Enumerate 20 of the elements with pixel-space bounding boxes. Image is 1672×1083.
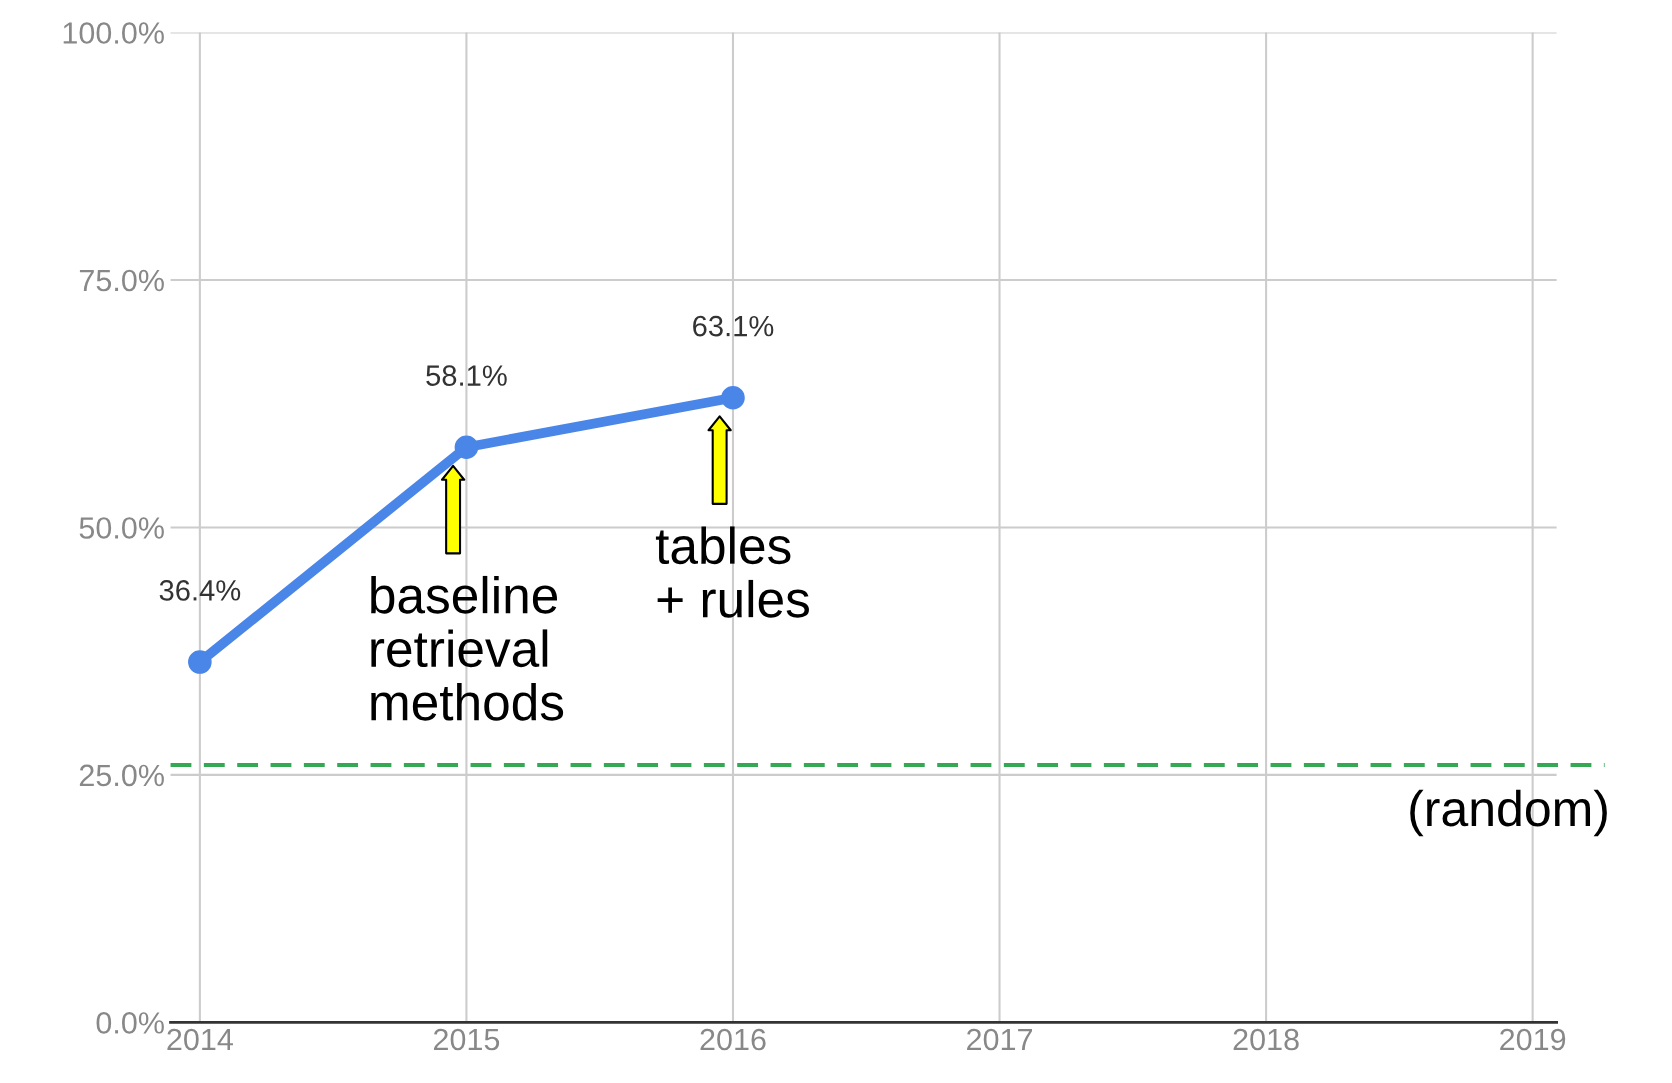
ref-line-label: (random) — [1410, 789, 1607, 837]
x-tick-label: 2014 — [167, 1028, 233, 1051]
annotation: baseline retrieval methods — [371, 575, 564, 721]
text: 36.4% — [159, 580, 241, 601]
y-tick-label: 50.0% — [79, 517, 164, 539]
x-tick-label: 2016 — [700, 1028, 766, 1051]
annotation: tables + rules — [655, 526, 809, 618]
y-tick-label: 25.0% — [79, 764, 164, 787]
text: 58.1% — [426, 365, 507, 386]
text: 63.1% — [693, 315, 774, 337]
point — [188, 650, 212, 674]
x-tick-label: 2017 — [967, 1028, 1032, 1051]
y-tick-label: 100.0% — [63, 22, 164, 44]
x-tick-label: 2019 — [1500, 1028, 1566, 1051]
x-tick-label: 2018 — [1233, 1028, 1299, 1051]
point — [454, 435, 479, 460]
x-tick-label: 2015 — [433, 1028, 500, 1051]
y-tick-label: 0.0% — [96, 1012, 164, 1034]
point — [721, 385, 745, 410]
y-tick-label: 75.0% — [79, 269, 164, 292]
